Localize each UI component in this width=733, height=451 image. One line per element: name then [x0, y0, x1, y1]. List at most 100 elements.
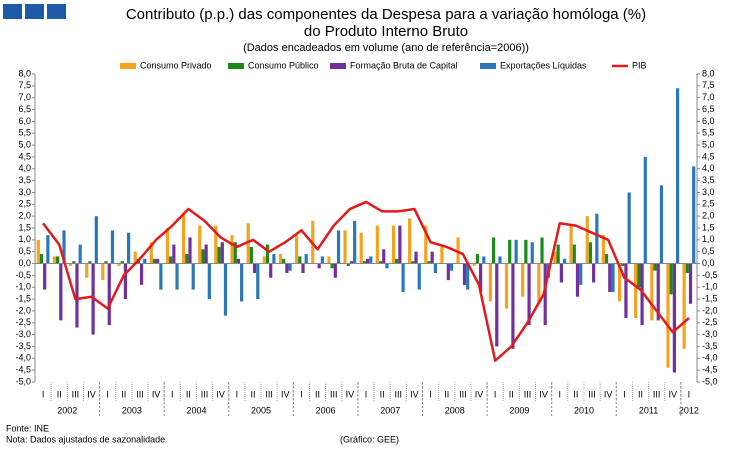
year-label: 2009 [509, 405, 529, 415]
bar [650, 263, 654, 321]
bar [298, 256, 302, 264]
bar [204, 244, 208, 264]
y-tick-label: -0,5 [15, 270, 31, 280]
bar [579, 263, 583, 285]
x-tick-label: III [653, 389, 661, 399]
bar [301, 263, 305, 274]
line [42, 200, 690, 362]
bar [362, 261, 366, 264]
x-tick-label: I [688, 389, 691, 399]
y2-tick-label: 3,0 [702, 187, 715, 197]
y2-tick-label: 6,0 [702, 116, 715, 126]
bar [59, 263, 63, 321]
x-tick-label: I [42, 389, 45, 399]
bar [685, 263, 689, 274]
x-tick-label: II [638, 389, 643, 399]
bar [585, 216, 589, 264]
bar [672, 263, 676, 373]
bar [366, 258, 370, 264]
y-tick-label: 4,0 [18, 163, 31, 173]
bar [223, 263, 228, 316]
bar [272, 254, 276, 264]
bar [417, 263, 421, 290]
bar [527, 263, 531, 326]
bar [62, 230, 66, 264]
bar [575, 263, 580, 297]
chart-title: Contributo (p.p.) das componentes da Des… [126, 6, 646, 23]
bar [608, 263, 612, 292]
bar [621, 263, 625, 266]
bar [188, 237, 192, 264]
bar [430, 251, 434, 264]
chart-title: do Produto Interno Bruto [304, 23, 468, 40]
bar [382, 249, 386, 264]
bar [643, 156, 647, 264]
credit: (Gráfico: GEE) [340, 434, 399, 444]
x-tick-label: III [136, 389, 144, 399]
bar [359, 232, 363, 264]
x-tick-label: III [72, 389, 80, 399]
bar [653, 263, 657, 271]
x-tick-label: III [330, 389, 338, 399]
y-tick-label: 3,0 [18, 187, 31, 197]
y2-tick-label: -2,5 [702, 317, 718, 327]
bar [43, 263, 47, 290]
bar [666, 263, 670, 368]
bar [617, 263, 622, 302]
bar [556, 244, 560, 264]
bar [133, 251, 137, 264]
bar [236, 258, 241, 264]
y-tick-label: -2,5 [15, 317, 31, 327]
note: Nota: Dados ajustados de sazonalidade [6, 434, 165, 444]
y-tick-label: 2,0 [18, 211, 31, 221]
bar [669, 263, 673, 295]
y-tick-label: -3,0 [15, 329, 31, 339]
bar [424, 225, 428, 264]
year-label: 2002 [57, 405, 77, 415]
bar [391, 225, 396, 264]
year-label: 2010 [574, 405, 594, 415]
y-tick-label: 3,5 [18, 175, 31, 185]
y2-tick-label: 0,0 [702, 258, 715, 268]
bar [637, 263, 641, 288]
bar [336, 230, 341, 264]
bar [446, 263, 450, 281]
y2-tick-label: 7,5 [702, 80, 715, 90]
x-tick-label: II [250, 389, 255, 399]
bar [595, 213, 599, 264]
y2-tick-label: -4,5 [702, 365, 718, 375]
bar [482, 256, 486, 264]
bar [572, 244, 576, 264]
logo-block [47, 4, 66, 19]
y2-tick-label: 5,0 [702, 139, 715, 149]
bar [440, 244, 444, 264]
bar [110, 230, 115, 264]
y2-tick-label: -1,5 [702, 293, 718, 303]
bar [369, 256, 373, 264]
year-label: 2008 [445, 405, 465, 415]
bar [56, 256, 60, 264]
y-tick-label: 2,5 [18, 199, 31, 209]
bar [198, 225, 202, 264]
bar [524, 239, 528, 264]
x-tick-label: I [494, 389, 497, 399]
bar [508, 239, 512, 264]
bar [172, 244, 176, 264]
y2-tick-label: 5,5 [702, 128, 715, 138]
year-label: 2012 [679, 405, 699, 415]
bar [688, 263, 693, 304]
x-tick-label: I [429, 389, 432, 399]
bar [656, 263, 660, 321]
bar [214, 225, 218, 264]
x-tick-label: III [524, 389, 532, 399]
bar [317, 263, 321, 269]
bar [408, 218, 412, 264]
bar [475, 254, 480, 264]
legend-label: Consumo Público [248, 60, 319, 70]
bar [75, 263, 79, 328]
bar [537, 263, 541, 304]
bar [278, 254, 283, 264]
bar [414, 251, 418, 264]
bar [491, 237, 496, 264]
bar [88, 261, 92, 264]
